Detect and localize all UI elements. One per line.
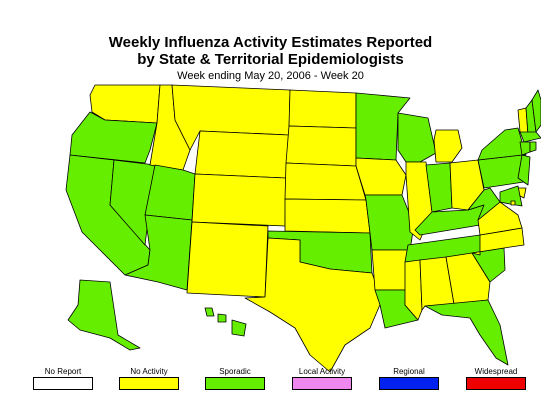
state-co xyxy=(191,173,287,227)
legend-item-no-activity: No Activity xyxy=(109,366,189,390)
state-mi xyxy=(433,129,463,163)
legend-label: No Activity xyxy=(130,367,168,376)
state-md xyxy=(499,185,523,207)
state-hi xyxy=(204,307,247,337)
legend-swatch xyxy=(379,377,439,390)
state-tx xyxy=(244,237,383,373)
map-title-line2: by State & Territorial Epidemiologists xyxy=(137,51,404,68)
state-wi xyxy=(397,112,437,163)
state-me xyxy=(531,89,541,133)
legend-swatch xyxy=(205,377,265,390)
state-ms xyxy=(404,259,423,321)
state-sd xyxy=(285,125,357,167)
state-ia xyxy=(355,157,407,196)
state-wy xyxy=(194,130,290,179)
state-ar xyxy=(371,249,411,291)
legend-item-regional: Regional xyxy=(369,366,449,390)
legend-label: No Report xyxy=(44,367,82,376)
state-ny xyxy=(477,127,527,161)
state-ne xyxy=(284,162,367,201)
state-ga xyxy=(445,252,491,305)
state-fl xyxy=(424,299,509,366)
legend-item-widespread: Widespread xyxy=(456,366,536,390)
state-mn xyxy=(355,92,411,161)
state-nm xyxy=(186,221,269,298)
state-ri xyxy=(529,141,537,153)
map-subtitle: Week ending May 20, 2006 - Week 20 xyxy=(177,70,364,82)
state-nj xyxy=(517,154,531,186)
legend-label: Local Activity xyxy=(298,367,346,376)
state-pa xyxy=(477,154,525,189)
state-ct xyxy=(519,141,531,156)
map-title-line1: Weekly Influenza Activity Estimates Repo… xyxy=(108,34,433,51)
legend-item-local-activity: Local Activity xyxy=(282,366,362,390)
legend-item-no-report: No Report xyxy=(23,366,103,390)
state-nd xyxy=(288,89,357,129)
legend-swatch xyxy=(466,377,526,390)
legend-label: Regional xyxy=(393,367,425,376)
state-ma xyxy=(519,131,541,143)
legend-label: Widespread xyxy=(474,367,518,376)
state-dc xyxy=(510,200,516,206)
legend-swatch xyxy=(292,377,352,390)
state-or xyxy=(69,111,158,164)
legend-swatch xyxy=(33,377,93,390)
state-nv xyxy=(109,159,156,246)
legend-label: Sporadic xyxy=(219,367,251,376)
legend-item-sporadic: Sporadic xyxy=(195,366,275,390)
state-ks xyxy=(284,198,371,234)
legend-swatch xyxy=(119,377,179,390)
state-ak xyxy=(67,279,141,351)
state-mo xyxy=(364,194,415,251)
